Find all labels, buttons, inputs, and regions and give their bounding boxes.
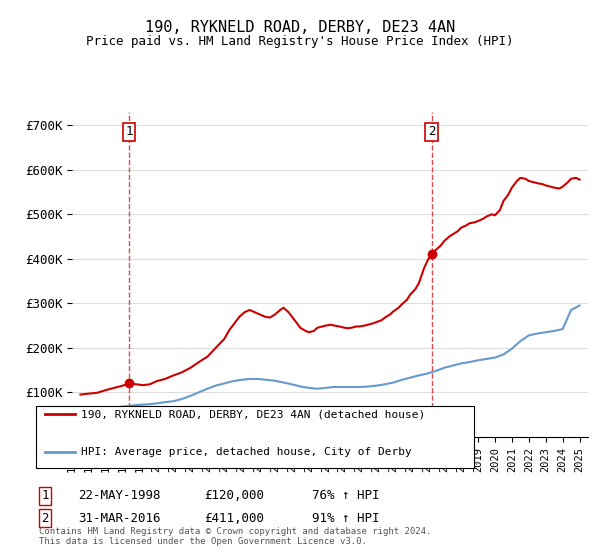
Text: 76% ↑ HPI: 76% ↑ HPI (312, 489, 380, 502)
Text: 1: 1 (41, 489, 49, 502)
Text: HPI: Average price, detached house, City of Derby: HPI: Average price, detached house, City… (81, 447, 412, 457)
Text: 190, RYKNELD ROAD, DERBY, DE23 4AN: 190, RYKNELD ROAD, DERBY, DE23 4AN (145, 20, 455, 35)
Text: 1: 1 (125, 125, 133, 138)
Text: Contains HM Land Registry data © Crown copyright and database right 2024.
This d: Contains HM Land Registry data © Crown c… (39, 526, 431, 546)
Text: 2: 2 (428, 125, 435, 138)
Text: 31-MAR-2016: 31-MAR-2016 (78, 511, 161, 525)
Text: 2: 2 (41, 511, 49, 525)
Text: £411,000: £411,000 (204, 511, 264, 525)
Text: 190, RYKNELD ROAD, DERBY, DE23 4AN (detached house): 190, RYKNELD ROAD, DERBY, DE23 4AN (deta… (81, 409, 425, 419)
Text: Price paid vs. HM Land Registry's House Price Index (HPI): Price paid vs. HM Land Registry's House … (86, 35, 514, 48)
Text: £120,000: £120,000 (204, 489, 264, 502)
Text: 91% ↑ HPI: 91% ↑ HPI (312, 511, 380, 525)
Text: 22-MAY-1998: 22-MAY-1998 (78, 489, 161, 502)
